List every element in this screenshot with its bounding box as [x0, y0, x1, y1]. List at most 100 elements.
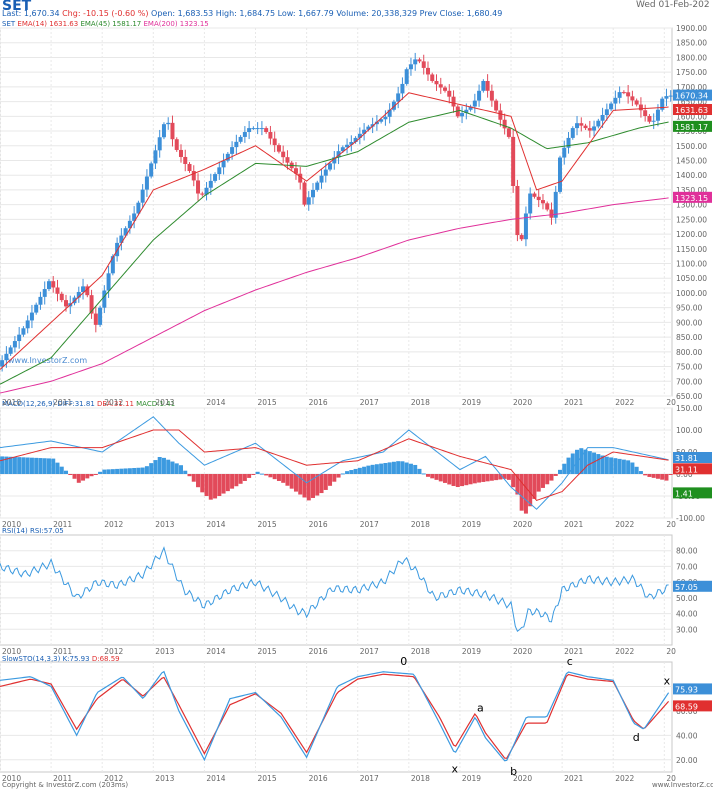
macd-hist-bar	[651, 474, 656, 478]
macd-dea-label: DEA:31.11	[97, 400, 134, 408]
candle-body	[81, 286, 86, 292]
candle-body	[166, 122, 171, 125]
x-tick-label-2-3: 2013	[155, 647, 174, 656]
candle-body	[545, 203, 550, 210]
macd-hist-bar	[328, 474, 333, 486]
candle-body	[460, 113, 465, 117]
y-tick-label-0-9: 1100.00	[676, 260, 707, 269]
macd-hist-bar	[255, 471, 260, 474]
candle-body	[477, 90, 482, 101]
x-tick-label-1-12: 2022	[615, 520, 634, 529]
macd-hist-bar	[272, 474, 277, 480]
macd-hist-bar	[119, 468, 124, 474]
x-tick-label-0-3: 2013	[155, 398, 174, 407]
macd-hist-bar	[523, 474, 528, 514]
macd-hist-bar	[413, 464, 418, 474]
y-tick-label-0-13: 1300.00	[676, 201, 707, 210]
x-tick-label-3-12: 2022	[615, 774, 634, 783]
macd-hist-bar	[59, 466, 64, 474]
macd-value-tag: 1.41	[675, 489, 693, 498]
x-tick-label-3-2: 2012	[104, 774, 123, 783]
candle-body	[575, 123, 580, 129]
macd-diff-label: DIFF:31.81	[57, 400, 95, 408]
candle-body	[276, 145, 281, 152]
macd-hist-bar	[289, 474, 294, 489]
candle-body	[570, 128, 575, 138]
candle-body	[102, 290, 107, 308]
macd-hist-bar	[127, 468, 132, 474]
candle-body	[647, 115, 652, 122]
macd-hist-bar	[170, 461, 175, 474]
macd-hist-bar	[511, 474, 516, 488]
macd-hist-bar	[638, 471, 643, 474]
macd-hist-bar	[630, 462, 635, 474]
macd-hist-bar	[323, 474, 328, 490]
macd-hist-bar	[528, 474, 533, 507]
candle-body	[617, 92, 622, 98]
macd-hist-bar	[660, 474, 665, 480]
macd-hist-bar	[515, 474, 520, 495]
y-tick-label-0-23: 1800.00	[676, 53, 707, 62]
macd-hist-bar	[123, 468, 128, 474]
macd-value-label: MACD:1.41	[136, 400, 176, 408]
wave-annotation-3: b	[510, 765, 517, 778]
x-tick-label-1-7: 2017	[360, 520, 379, 529]
legend-ema14-value: 1631.63	[49, 20, 79, 28]
y-tick-label-0-7: 1000.00	[676, 289, 707, 298]
candle-body	[400, 83, 405, 94]
candle-body	[110, 256, 115, 274]
y-tick-label-0-20: 1650.00	[676, 98, 707, 107]
x-tick-label-1-13: 20	[666, 520, 676, 529]
candle-body	[302, 182, 307, 205]
x-tick-label-1-4: 2014	[206, 520, 225, 529]
macd-hist-bar	[42, 458, 47, 474]
candle-body	[93, 313, 98, 325]
x-tick-label-3-0: 2010	[2, 774, 21, 783]
macd-hist-bar	[566, 457, 571, 474]
macd-hist-bar	[55, 462, 60, 474]
candle-body	[404, 69, 409, 84]
footer-left: Copyright & InvestorZ.com (203ms)	[2, 781, 129, 789]
macd-hist-bar	[545, 474, 550, 485]
candle-body	[268, 132, 273, 139]
macd-hist-bar	[600, 455, 605, 474]
macd-dea-tag-bg	[673, 463, 712, 475]
y-tick-label-2-2: 50.00	[676, 594, 698, 603]
y-tick-label-0-2: 750.00	[676, 363, 702, 372]
candle-body	[328, 163, 333, 170]
macd-hist-bar	[400, 461, 405, 474]
macd-hist-bar	[489, 474, 494, 481]
macd-hist-bar	[149, 463, 154, 474]
candle-body	[592, 126, 597, 131]
x-tick-label-3-1: 2011	[53, 774, 72, 783]
x-tick-label-2-0: 2010	[2, 647, 21, 656]
macd-hist-bar	[621, 459, 626, 474]
y-tick-label-1-2: 0.00	[676, 470, 693, 479]
macd-hist-bar	[51, 458, 56, 474]
candle-body	[609, 103, 614, 110]
macd-hist-bar	[29, 457, 34, 474]
y-tick-label-1-4: 100.00	[676, 426, 702, 435]
candle-body	[600, 115, 605, 121]
macd-diff-line	[0, 416, 669, 510]
macd-hist-bar	[498, 474, 503, 480]
candle-body	[540, 200, 545, 204]
last-price: Last: 1,670.34	[2, 9, 60, 18]
candle-body	[323, 169, 328, 176]
macd-hist-bar	[434, 474, 439, 480]
y-tick-label-0-10: 1150.00	[676, 245, 707, 254]
macd-hist-bar	[549, 474, 554, 481]
candle-body	[21, 328, 26, 335]
candle-body	[55, 287, 60, 294]
footer-right[interactable]: www.InvestorZ.co	[652, 781, 713, 789]
candle-body	[285, 157, 290, 163]
symbol-title[interactable]: SET	[2, 0, 32, 14]
candle-body	[643, 110, 648, 116]
x-tick-label-2-10: 2020	[513, 647, 532, 656]
candle-body	[387, 109, 392, 117]
candle-body	[438, 84, 443, 88]
macd-hist-bar	[264, 474, 269, 476]
candle-body	[149, 163, 154, 177]
candle-body	[583, 125, 588, 129]
